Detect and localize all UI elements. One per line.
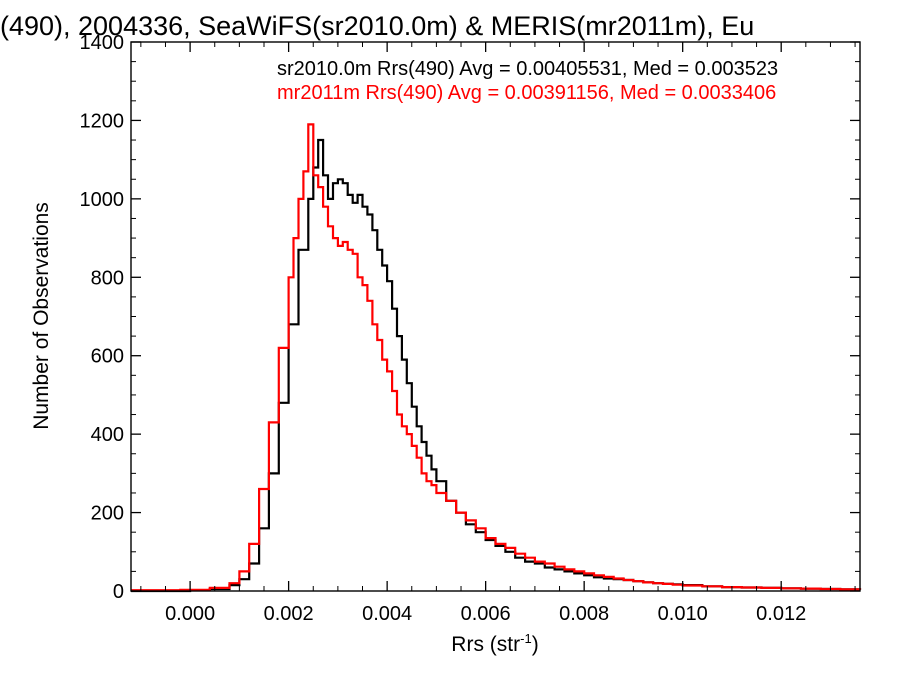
y-tick-label: 1400 xyxy=(80,32,125,54)
y-tick-label: 200 xyxy=(91,503,124,525)
legend-entry-series-1: sr2010.0m Rrs(490) Avg = 0.00405531, Med… xyxy=(277,58,778,80)
x-tick-label: 0.006 xyxy=(461,603,511,625)
axis-ticks xyxy=(131,41,860,592)
series-layer xyxy=(131,123,862,593)
y-axis-label: Number of Observations xyxy=(30,202,53,430)
y-tick-label: 0 xyxy=(113,581,124,603)
x-tick-label: 0.004 xyxy=(362,603,412,625)
plot-frame xyxy=(130,41,861,592)
y-tick-label: 600 xyxy=(91,346,124,368)
y-tick-label: 800 xyxy=(91,267,124,289)
x-tick-label: 0.010 xyxy=(658,603,708,625)
x-tick-label: 0.012 xyxy=(756,603,806,625)
x-tick-label: 0.008 xyxy=(559,603,609,625)
x-tick-label: 0.002 xyxy=(264,603,314,625)
y-tick-label: 1200 xyxy=(80,110,125,132)
x-tick-label: 0.000 xyxy=(165,603,215,625)
x-axis-label-close: ) xyxy=(532,633,539,656)
x-axis-label-superscript: -1 xyxy=(520,631,532,646)
x-axis-label: Rrs (str-1) xyxy=(451,631,538,656)
legend-entry-series-2: mr2011m Rrs(490) Avg = 0.00391156, Med =… xyxy=(277,82,776,104)
series-line-1 xyxy=(131,138,862,593)
x-axis-label-text: Rrs (str xyxy=(451,633,520,656)
y-tick-label: 1000 xyxy=(80,189,125,211)
chart-title: Rrs(490), 2004336, SeaWiFS(sr2010.0m) & … xyxy=(0,11,754,41)
tick-labels: 0.000 0.002 0.004 0.006 0.008 0.010 0.012 0 200 4… xyxy=(80,32,807,625)
series-line-2 xyxy=(131,123,862,592)
y-tick-label: 400 xyxy=(91,424,124,446)
